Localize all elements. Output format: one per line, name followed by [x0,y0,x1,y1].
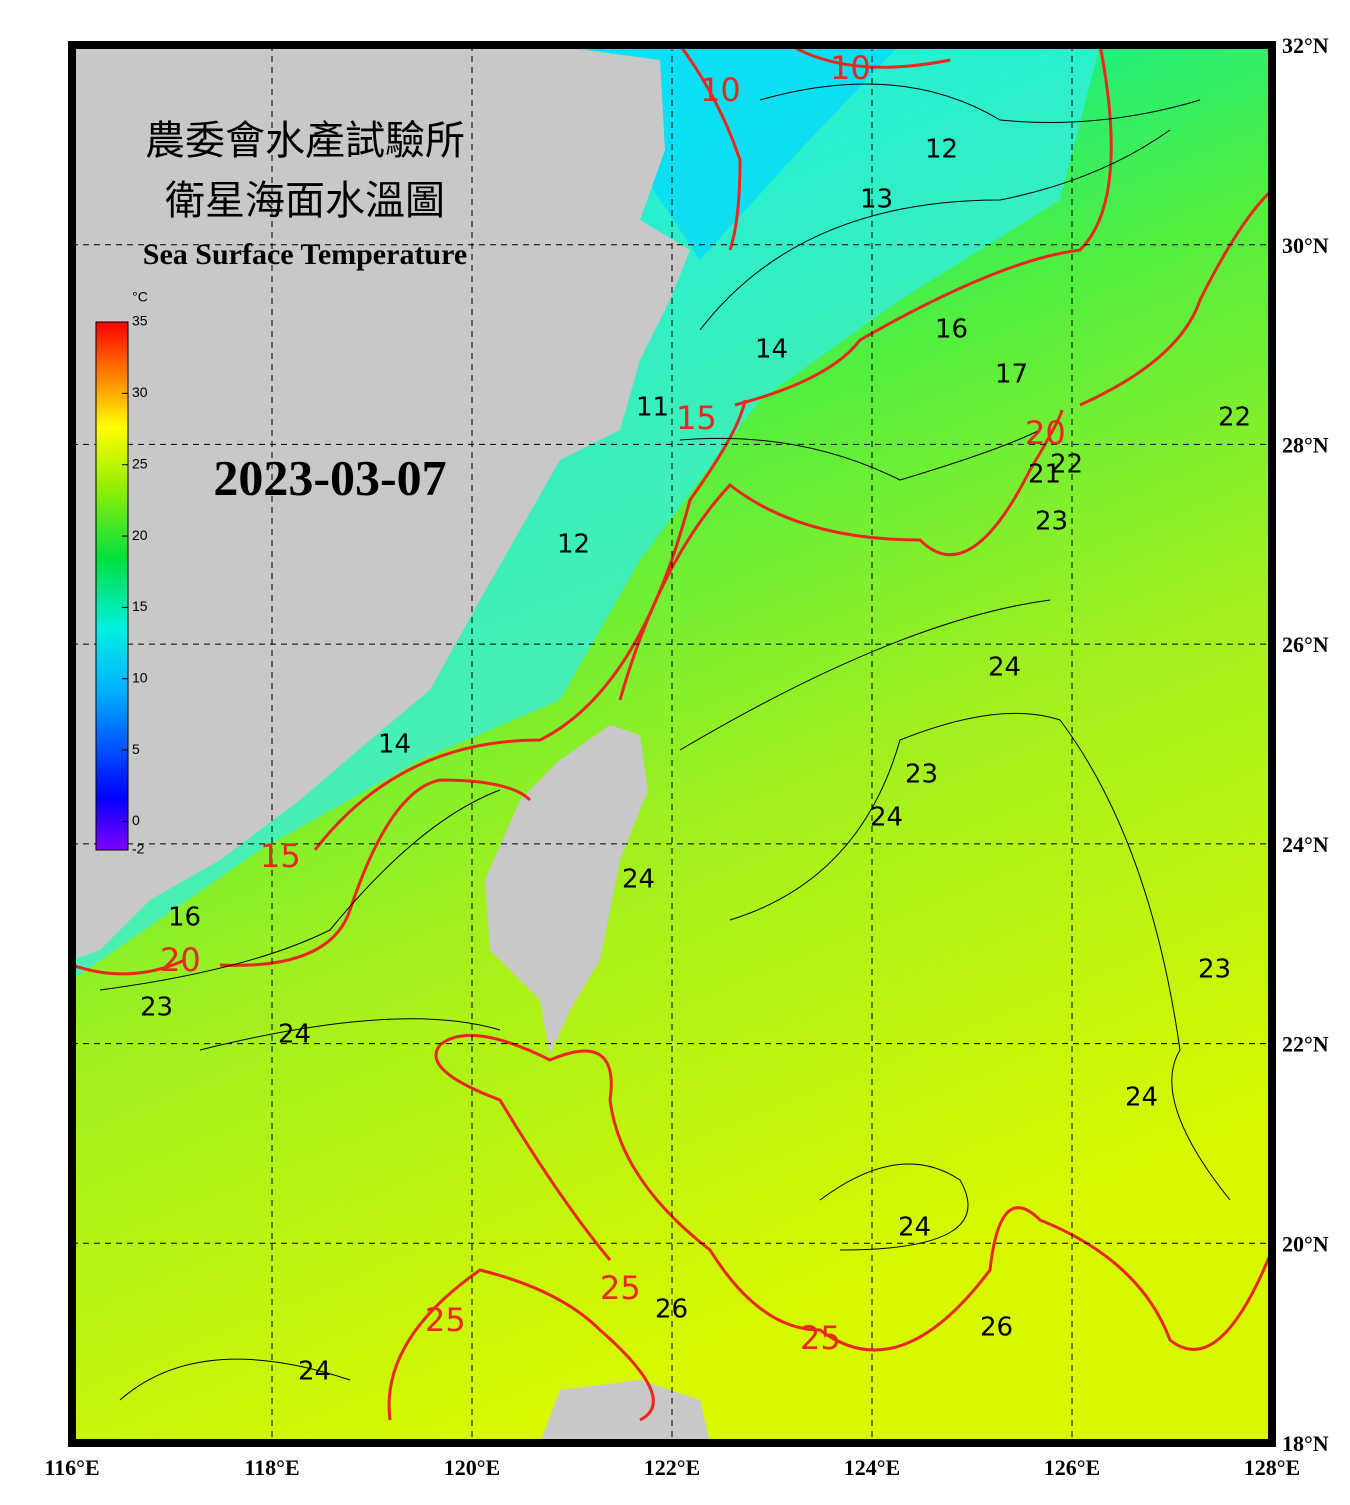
contour-label: 24 [622,865,655,895]
date: 2023-03-07 [213,449,446,505]
contour-label: 14 [378,730,411,760]
title-en: Sea Surface Temperature [143,238,467,271]
colorbar-tick-label: 5 [132,741,140,757]
y-tick-label: 28°N [1282,432,1329,457]
y-tick-label: 32°N [1282,33,1329,58]
y-tick-label: 18°N [1282,1431,1329,1456]
contour-label: 25 [425,1301,466,1339]
contour-label: 24 [988,653,1021,683]
x-tick-label: 120°E [444,1455,500,1480]
colorbar-tick-label: 10 [132,669,148,685]
contour-label: 15 [676,399,717,437]
x-tick-label: 118°E [244,1455,299,1480]
y-tick-label: 20°N [1282,1231,1329,1256]
luzon [540,1380,710,1443]
x-tick-label: 116°E [44,1455,99,1480]
x-tick-label: 128°E [1244,1455,1300,1480]
contour-label: 22 [1218,403,1251,433]
contour-labels: 10 10 12 13 16 17 22 14 15 11 12 20 21 2… [140,49,1251,1387]
colorbar-tick-label: 35 [132,313,148,329]
contour-label: 12 [925,135,958,165]
y-tick-label: 26°N [1282,632,1329,657]
colorbar-tick-label: 30 [132,384,148,400]
contour-label: 25 [600,1269,641,1307]
contour-label: 25 [800,1319,841,1357]
y-tick-label: 22°N [1282,1032,1329,1057]
contour-label: 24 [278,1020,311,1050]
y-tick-label: 24°N [1282,832,1329,857]
red-contours [72,45,1272,1422]
contour-label: 10 [830,49,871,87]
title-zh-2: 衛星海面水溫圖 [165,178,445,223]
colorbar-tick-label: 20 [132,527,148,543]
contour-label: 24 [1125,1083,1158,1113]
contour-label: 20 [160,941,201,979]
contour-label: 24 [870,803,903,833]
contour-label: 26 [980,1313,1013,1343]
x-tick-label: 122°E [644,1455,700,1480]
contour-label: 14 [755,335,788,365]
contour-label: 12 [557,530,590,560]
contour-label: 17 [995,360,1028,390]
colorbar-tick-label: 25 [132,455,148,471]
contour-label: 15 [260,837,301,875]
contour-label: 16 [935,315,968,345]
contour-label: 23 [140,993,173,1023]
mainland [72,45,690,960]
contour-label: 24 [898,1213,931,1243]
black-contours [99,83,1231,1401]
contour-label: 10 [700,71,741,109]
contour-label: 23 [1198,955,1231,985]
y-tick-label: 30°N [1282,233,1329,258]
contour-label: 23 [1035,507,1068,537]
colorbar-unit: °C [132,289,148,305]
colorbar-tick-label: 15 [132,598,148,614]
contour-label: 22 [1050,450,1083,480]
contour-label: 24 [298,1357,331,1387]
contour-label: 13 [860,185,893,215]
x-tick-label: 126°E [1044,1455,1100,1480]
contour-label: 23 [905,760,938,790]
colorbar [95,321,129,851]
x-tick-label: 124°E [844,1455,900,1480]
contour-label: 21 [1028,460,1061,490]
colorbar-ticks: 35 30 25 20 15 10 5 0 -2 [122,313,148,857]
title-zh-1: 農委會水產試驗所 [145,118,465,163]
map-frame [68,41,1276,1447]
contour-label: 20 [1025,414,1066,452]
colorbar-tick-label: 0 [132,812,140,828]
contour-label: 16 [168,903,201,933]
colorbar-tick-label: -2 [132,841,145,857]
contour-label: 26 [655,1295,688,1325]
contour-label: 11 [636,393,669,423]
taiwan [485,725,648,1055]
